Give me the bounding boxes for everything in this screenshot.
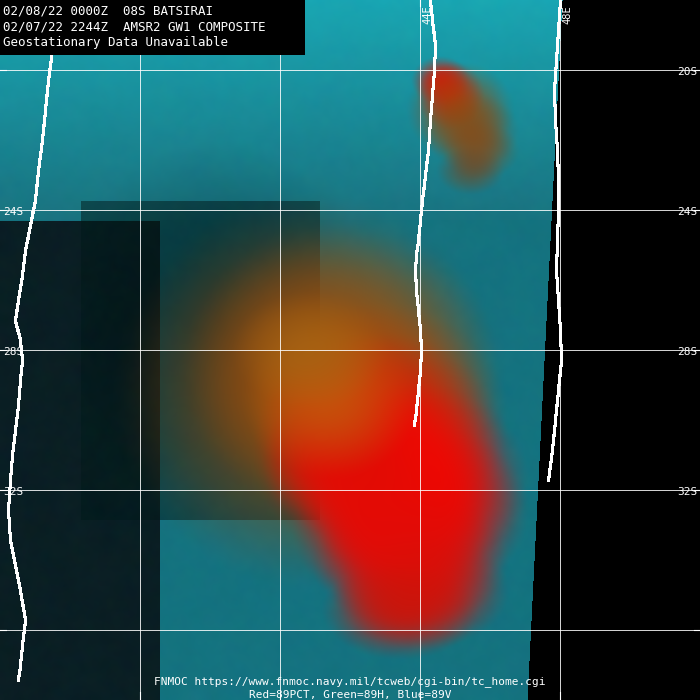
- Text: 48E: 48E: [562, 5, 572, 24]
- FancyBboxPatch shape: [0, 0, 305, 55]
- Text: 32S: 32S: [677, 487, 697, 497]
- Text: 24S: 24S: [677, 207, 697, 217]
- Text: 24S: 24S: [3, 207, 23, 217]
- Text: 28S: 28S: [3, 347, 23, 357]
- Text: FNMOC https://www.fnmoc.navy.mil/tcweb/cgi-bin/tc_home.cgi: FNMOC https://www.fnmoc.navy.mil/tcweb/c…: [154, 676, 546, 687]
- Text: 02/08/22 0000Z  08S BATSIRAI: 02/08/22 0000Z 08S BATSIRAI: [3, 4, 213, 17]
- Text: 02/07/22 2244Z  AMSR2 GW1 COMPOSITE: 02/07/22 2244Z AMSR2 GW1 COMPOSITE: [3, 20, 265, 33]
- Text: 20S: 20S: [677, 67, 697, 77]
- Text: 44E: 44E: [422, 5, 432, 24]
- Text: 28S: 28S: [677, 347, 697, 357]
- Text: Geostationary Data Unavailable: Geostationary Data Unavailable: [3, 36, 228, 49]
- Text: 32S: 32S: [3, 487, 23, 497]
- Text: Red=89PCT, Green=89H, Blue=89V: Red=89PCT, Green=89H, Blue=89V: [248, 690, 452, 700]
